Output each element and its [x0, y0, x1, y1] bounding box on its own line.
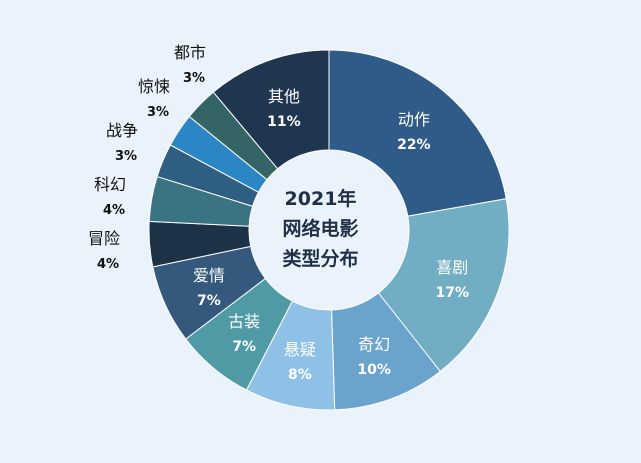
donut-slice-11: [212, 49, 330, 170]
donut-slice-0: [328, 49, 507, 217]
slice-value-0: 22%: [397, 137, 431, 153]
slice-label-11: 其他: [268, 87, 300, 106]
slice-value-11: 11%: [267, 114, 301, 130]
slice-label-1: 喜剧: [436, 258, 468, 277]
slice-value-4: 7%: [232, 339, 256, 355]
slice-value-5: 7%: [197, 293, 221, 309]
slice-value-8: 3%: [115, 149, 137, 164]
chart-title-line-2: 网络电影: [282, 218, 359, 240]
slice-label-0: 动作: [398, 110, 430, 129]
slice-label-7: 科幻: [94, 175, 126, 194]
slice-value-3: 8%: [288, 367, 312, 383]
slice-value-10: 3%: [183, 71, 205, 86]
slice-value-1: 17%: [436, 285, 470, 301]
slice-value-7: 4%: [103, 203, 125, 218]
slice-label-10: 都市: [174, 43, 206, 62]
slice-value-2: 10%: [357, 362, 391, 378]
slice-label-2: 奇幻: [358, 335, 390, 354]
slice-label-8: 战争: [106, 121, 138, 140]
slice-label-6: 冒险: [88, 229, 120, 248]
slice-label-5: 爱情: [193, 266, 225, 285]
chart-title-line-3: 类型分布: [282, 248, 359, 270]
donut-slice-1: [377, 198, 510, 373]
chart-title-line-1: 2021年: [284, 188, 357, 210]
slice-label-4: 古装: [228, 312, 260, 331]
slice-label-3: 悬疑: [284, 340, 316, 359]
slice-value-9: 3%: [147, 105, 169, 120]
slice-label-9: 惊悚: [138, 77, 170, 96]
slice-value-6: 4%: [97, 257, 119, 272]
